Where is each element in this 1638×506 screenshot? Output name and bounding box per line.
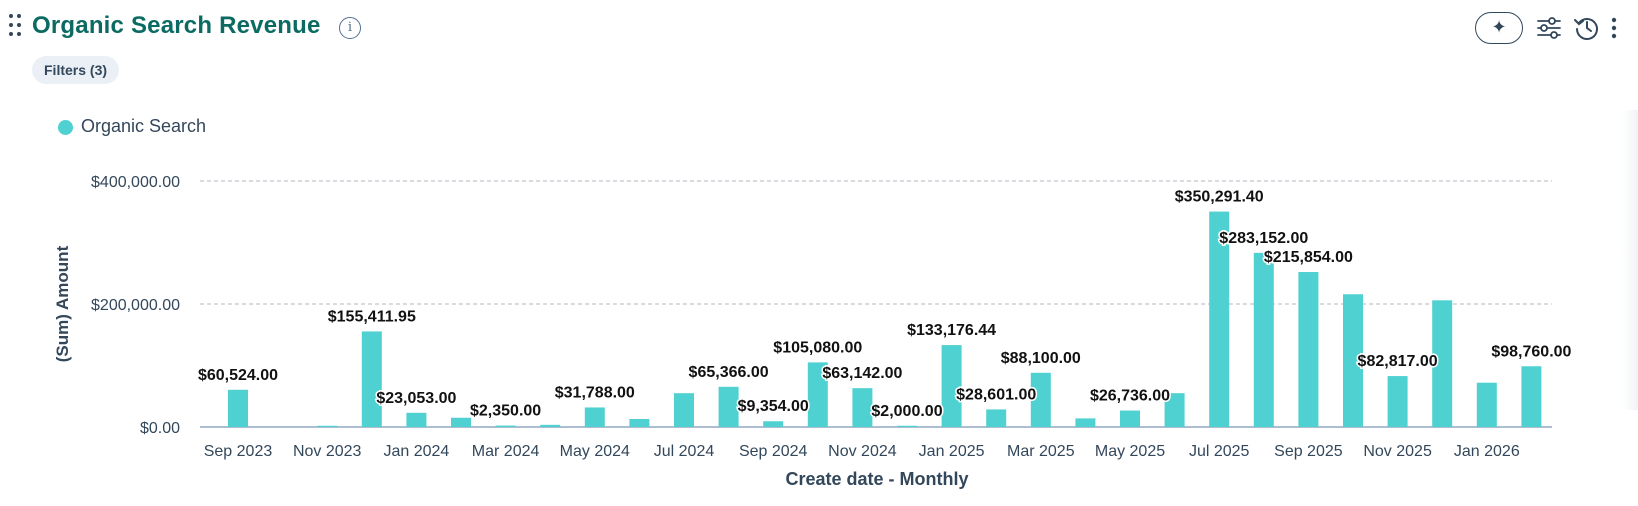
bar[interactable] — [1387, 376, 1408, 427]
bar[interactable] — [763, 421, 784, 427]
bar[interactable] — [941, 345, 962, 427]
sparkle-icon: ✦ — [1491, 17, 1507, 37]
x-tick-label: Sep 2024 — [739, 443, 808, 460]
y-tick-label: $0.00 — [140, 420, 180, 437]
bar[interactable] — [1253, 252, 1274, 427]
data-label: $65,366.00 — [689, 364, 769, 381]
x-tick-label: May 2024 — [560, 443, 630, 460]
bar[interactable] — [718, 386, 739, 427]
data-label: $9,354.00 — [738, 398, 809, 415]
data-label: $63,142.00 — [822, 365, 902, 382]
legend-label: Organic Search — [81, 116, 207, 136]
filters-button[interactable]: Filters (3) — [32, 56, 120, 84]
ai-assist-button[interactable]: ✦ — [1475, 12, 1523, 44]
data-label: $133,176.44 — [907, 322, 996, 339]
legend-swatch — [58, 120, 73, 135]
data-label: $82,817.00 — [1358, 353, 1438, 370]
bar[interactable] — [1209, 211, 1230, 427]
bar[interactable] — [1030, 372, 1051, 427]
bar[interactable] — [1075, 418, 1096, 427]
bar[interactable] — [540, 424, 561, 427]
bar[interactable] — [1298, 272, 1319, 427]
bar[interactable] — [629, 419, 650, 427]
data-label: $88,100.00 — [1001, 350, 1081, 367]
scroll-edge — [1622, 110, 1638, 410]
data-label: $26,736.00 — [1090, 388, 1170, 405]
bar[interactable] — [228, 389, 248, 427]
data-label: $155,411.95 — [328, 308, 416, 325]
chart-header: Organic Search Revenue i ✦ — [0, 0, 1638, 60]
data-label: $350,291.40 — [1175, 189, 1264, 206]
data-label: $28,601.00 — [956, 386, 1036, 403]
x-tick-label: May 2025 — [1095, 443, 1165, 460]
data-label: $283,152.00 — [1219, 230, 1308, 247]
bar[interactable] — [674, 393, 694, 427]
info-icon[interactable]: i — [339, 17, 361, 39]
bar[interactable] — [361, 331, 382, 427]
bar[interactable] — [1164, 393, 1185, 427]
bar[interactable] — [1343, 294, 1363, 427]
bar[interactable] — [406, 412, 427, 427]
y-tick-label: $200,000.00 — [91, 297, 180, 314]
data-label: $105,080.00 — [773, 339, 862, 356]
x-axis-title: Create date - Monthly — [785, 469, 969, 489]
x-tick-label: Sep 2023 — [204, 443, 273, 460]
data-label: $2,350.00 — [470, 403, 541, 420]
more-vertical-icon[interactable] — [1606, 14, 1622, 42]
x-tick-label: Jan 2024 — [383, 443, 449, 460]
bar[interactable] — [495, 425, 516, 427]
x-tick-label: Mar 2025 — [1007, 443, 1075, 460]
x-tick-label: Nov 2025 — [1363, 443, 1432, 460]
data-label: $31,788.00 — [555, 384, 635, 401]
x-tick-label: Nov 2024 — [828, 443, 897, 460]
drag-handle-icon[interactable] — [9, 14, 25, 42]
filter-sliders-icon[interactable] — [1535, 14, 1563, 42]
x-tick-label: Sep 2025 — [1274, 443, 1343, 460]
bar[interactable] — [584, 407, 605, 427]
x-tick-label: Nov 2023 — [293, 443, 362, 460]
bar[interactable] — [317, 425, 338, 427]
history-icon[interactable] — [1573, 14, 1601, 42]
bar[interactable] — [451, 417, 471, 427]
bar[interactable] — [807, 362, 828, 427]
x-tick-label: Jul 2025 — [1189, 443, 1250, 460]
x-tick-label: Mar 2024 — [472, 443, 540, 460]
x-tick-label: Jan 2026 — [1454, 443, 1520, 460]
data-label: $23,053.00 — [376, 390, 456, 407]
data-label: $2,000.00 — [871, 403, 942, 420]
y-tick-label: $400,000.00 — [91, 174, 180, 191]
bar[interactable] — [986, 409, 1007, 427]
bar[interactable] — [1476, 382, 1497, 427]
bar[interactable] — [1120, 410, 1140, 427]
data-label: $98,760.00 — [1491, 343, 1571, 360]
bar[interactable] — [897, 425, 917, 427]
bar[interactable] — [1521, 366, 1542, 427]
bar[interactable] — [852, 388, 873, 427]
chart-title: Organic Search Revenue — [32, 12, 321, 39]
bar[interactable] — [1432, 300, 1453, 427]
data-label: $60,524.00 — [198, 367, 278, 384]
x-tick-label: Jan 2025 — [919, 443, 985, 460]
x-tick-label: Jul 2024 — [654, 443, 715, 460]
data-label: $215,854.00 — [1264, 249, 1353, 266]
